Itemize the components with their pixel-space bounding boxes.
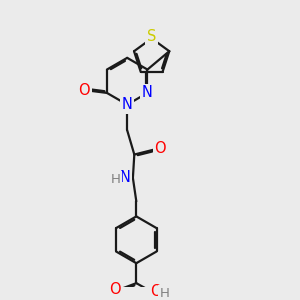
Text: O: O — [78, 83, 90, 98]
Text: S: S — [147, 29, 156, 44]
Text: O: O — [150, 284, 161, 299]
Text: O: O — [154, 141, 166, 156]
Text: N: N — [119, 170, 130, 185]
Text: N: N — [142, 85, 153, 100]
Text: H: H — [110, 173, 120, 186]
Text: H: H — [160, 287, 170, 300]
Text: O: O — [109, 283, 121, 298]
Text: N: N — [122, 97, 133, 112]
